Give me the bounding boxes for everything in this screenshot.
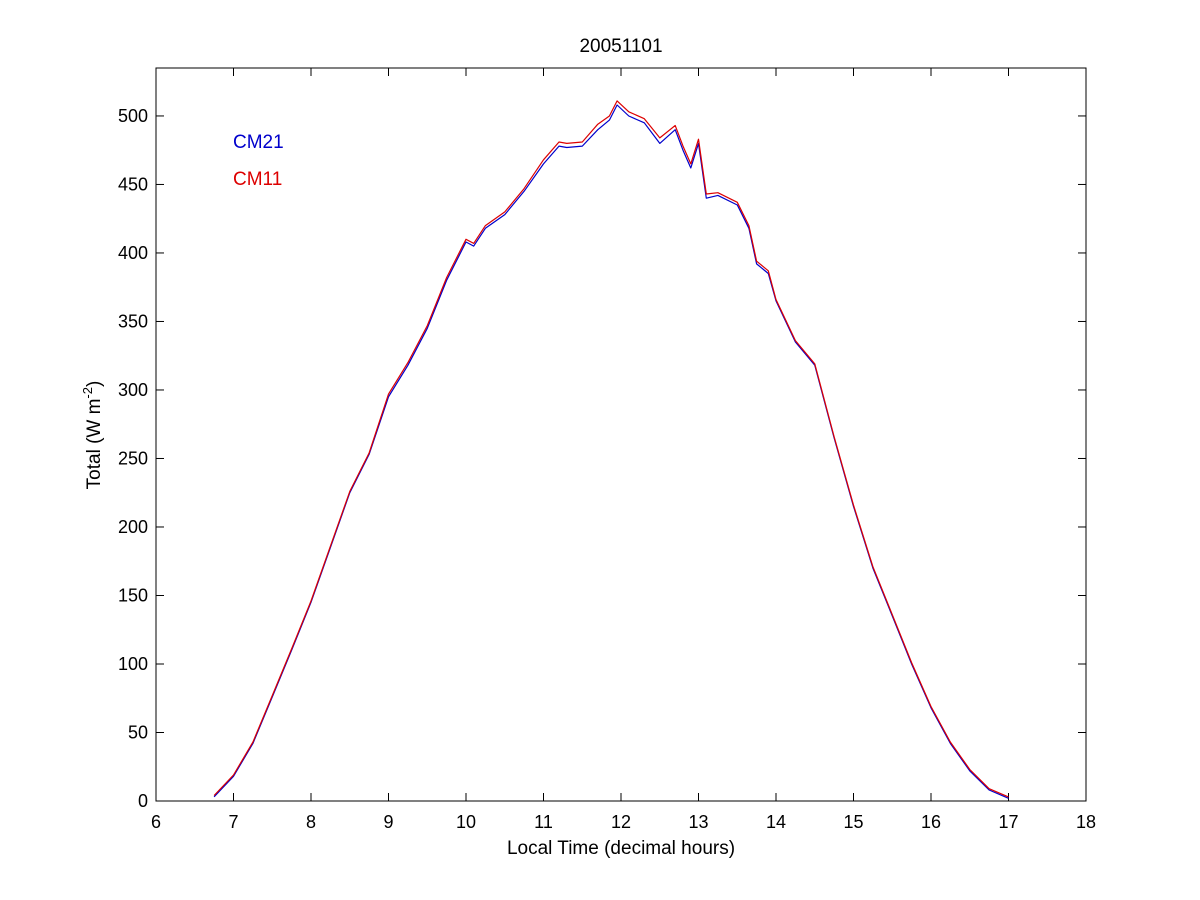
y-tick-label: 300 [118,380,148,400]
y-axis-label: Total (W m-2) [80,381,105,490]
legend-entry-cm11: CM11 [233,169,282,190]
y-axis-label-main: Total (W m [84,399,105,490]
x-tick-label: 7 [228,812,238,832]
y-tick-label: 250 [118,448,148,468]
series-group [213,100,1009,799]
ticks-group: 6 7 8 9 10 11 12 13 14 15 16 17 18 0 50 100 150 200 250 300… [118,68,1096,832]
x-tick-label: 17 [998,812,1018,832]
x-tick-label: 9 [383,812,393,832]
legend-entry-cm21: CM21 [233,132,284,153]
y-tick-label: 500 [118,106,148,126]
x-tick-label: 18 [1076,812,1096,832]
y-tick-label: 350 [118,311,148,331]
plot-area [155,67,1087,802]
legend: CM21 CM11 [233,132,284,190]
x-tick-label: 8 [306,812,316,832]
x-tick-label: 13 [688,812,708,832]
x-axis-label: Local Time (decimal hours) [507,838,735,859]
x-tick-label: 12 [611,812,631,832]
y-axis-label-close: ) [84,381,105,387]
x-tick-label: 16 [921,812,941,832]
x-tick-label: 15 [843,812,863,832]
y-tick-label: 0 [138,791,148,811]
x-tick-label: 14 [766,812,786,832]
x-tick-label: 10 [456,812,476,832]
series-line-cm11 [213,100,1009,798]
y-tick-label: 100 [118,654,148,674]
chart-title: 20051101 [579,36,662,57]
y-axis-label-sup: -2 [80,387,95,399]
y-tick-label: 200 [118,517,148,537]
y-tick-label: 150 [118,585,148,605]
y-tick-label: 400 [118,243,148,263]
y-tick-label: 50 [128,722,148,742]
x-tick-label: 11 [534,812,553,832]
x-tick-label: 6 [151,812,161,832]
y-tick-label: 450 [118,174,148,194]
